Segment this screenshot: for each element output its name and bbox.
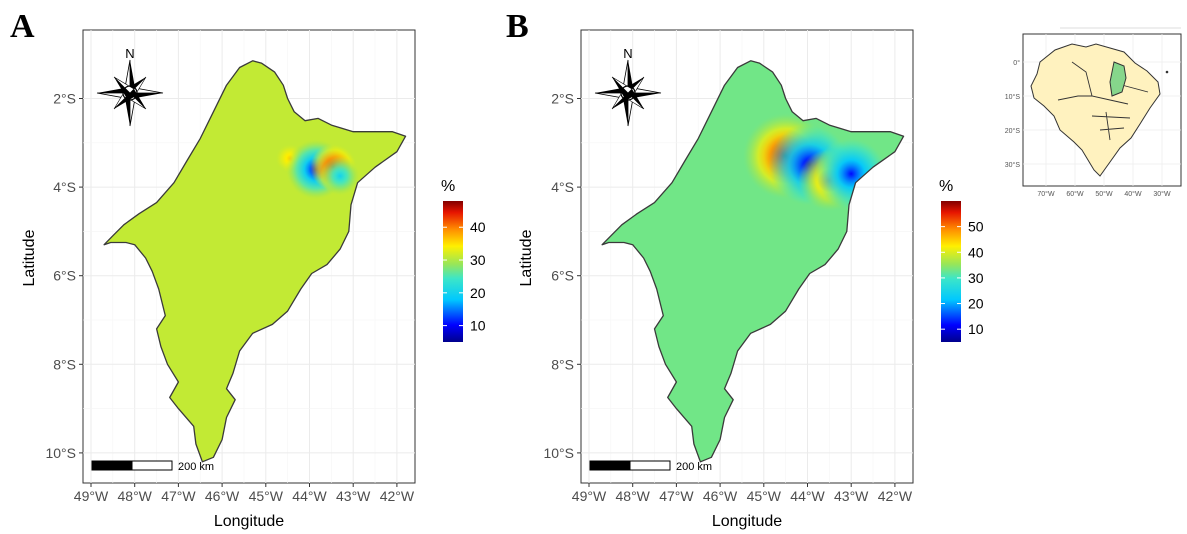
state-boundary bbox=[103, 60, 407, 463]
x-tick-label: 47°W bbox=[659, 488, 694, 504]
inset-y-tick: 10°S bbox=[1005, 93, 1021, 101]
x-tick-label: 43°W bbox=[834, 488, 869, 504]
legend-tick-label: 10 bbox=[968, 321, 984, 337]
island-dot bbox=[1165, 70, 1169, 74]
panel-b-x-axis-title: Longitude bbox=[712, 513, 782, 530]
north-label: N bbox=[623, 46, 632, 61]
x-tick-label: 45°W bbox=[249, 488, 284, 504]
panel-b-legend: % 10 20 30 40 50 bbox=[939, 178, 984, 342]
panel-b-ticks: 49°W 48°W 47°W 46°W 45°W 44°W 43°W 42°W 2°S 4°S 6°… bbox=[543, 91, 912, 505]
state-borders bbox=[1057, 61, 1149, 141]
legend-title: % bbox=[441, 178, 455, 195]
legend-tick-label: 40 bbox=[470, 219, 486, 235]
inset-x-tick: 50°W bbox=[1095, 190, 1113, 198]
y-tick-label: 2°S bbox=[551, 91, 574, 107]
legend-tick-label: 50 bbox=[968, 219, 984, 235]
y-tick-label: 8°S bbox=[53, 356, 76, 372]
x-tick-label: 44°W bbox=[790, 488, 825, 504]
legend-tick-label: 20 bbox=[470, 285, 486, 301]
scale-bar-label: 200 km bbox=[178, 461, 214, 473]
legend-tick-label: 30 bbox=[470, 252, 486, 268]
hotspot-layer bbox=[275, 138, 360, 201]
y-tick-label: 6°S bbox=[53, 268, 76, 284]
y-tick-label: 6°S bbox=[551, 268, 574, 284]
panel-a-x-axis-title: Longitude bbox=[214, 513, 284, 530]
y-tick-label: 4°S bbox=[551, 179, 574, 195]
x-tick-label: 46°W bbox=[703, 488, 738, 504]
x-tick-label: 47°W bbox=[161, 488, 196, 504]
x-tick-label: 46°W bbox=[205, 488, 240, 504]
legend-tick-label: 30 bbox=[968, 270, 984, 286]
panel-a-ticks: 49°W 48°W 47°W 46°W 45°W 44°W 43°W 42°W 2°S 4°S 6°… bbox=[45, 91, 414, 505]
inset-y-tick: 30°S bbox=[1005, 161, 1021, 169]
y-tick-label: 2°S bbox=[53, 91, 76, 107]
hotspot bbox=[320, 156, 360, 196]
panel-b: B 49°W 48°W 47°W 46°W 45°W 44°W 43°W 42°W 2°S 4°S… bbox=[506, 8, 984, 530]
inset-x-tick: 30°W bbox=[1153, 190, 1171, 198]
state-boundary bbox=[601, 60, 905, 463]
x-tick-label: 45°W bbox=[747, 488, 782, 504]
x-tick-label: 49°W bbox=[74, 488, 109, 504]
panel-b-scale-bar: 200 km bbox=[589, 460, 712, 473]
panel-a-y-axis-title: Latitude bbox=[21, 229, 38, 286]
panel-a-letter: A bbox=[10, 8, 35, 45]
maranhao-highlight bbox=[1109, 61, 1127, 97]
panel-b-map-layer bbox=[601, 60, 905, 463]
brazil-outline bbox=[1030, 43, 1161, 177]
y-tick-label: 8°S bbox=[551, 356, 574, 372]
y-tick-label: 4°S bbox=[53, 179, 76, 195]
x-tick-label: 48°W bbox=[616, 488, 651, 504]
legend-colorbar bbox=[443, 201, 463, 342]
inset-x-tick: 70°W bbox=[1037, 190, 1055, 198]
panel-a-map-layer bbox=[103, 60, 407, 463]
panel-b-letter: B bbox=[506, 8, 529, 45]
panel-a: A 49°W 48°W 47°W 46°W 45°W 44°W 43°W 42°W 2°S 4°S… bbox=[10, 8, 486, 530]
x-tick-label: 42°W bbox=[380, 488, 415, 504]
inset-y-tick: 20°S bbox=[1005, 127, 1021, 135]
legend-title: % bbox=[939, 178, 953, 195]
panel-b-y-axis-title: Latitude bbox=[518, 229, 535, 286]
panel-b-north-arrow: N bbox=[594, 46, 662, 127]
inset-x-tick: 60°W bbox=[1066, 190, 1084, 198]
legend-tick-label: 40 bbox=[968, 244, 984, 260]
y-tick-label: 10°S bbox=[543, 445, 574, 461]
y-tick-label: 10°S bbox=[45, 445, 76, 461]
inset-y-tick: 0° bbox=[1013, 59, 1020, 67]
brazil-inset-map: 70°W 60°W 50°W 40°W 30°W 0° 10°S 20°S 30°S bbox=[1005, 27, 1182, 198]
panel-a-scale-bar: 200 km bbox=[91, 460, 214, 473]
x-tick-label: 43°W bbox=[336, 488, 371, 504]
legend-tick-label: 20 bbox=[968, 296, 984, 312]
hotspot-layer bbox=[741, 112, 888, 212]
x-tick-label: 44°W bbox=[292, 488, 327, 504]
inset-x-tick: 40°W bbox=[1124, 190, 1142, 198]
legend-tick-label: 10 bbox=[470, 318, 486, 334]
panel-a-north-arrow: N bbox=[96, 46, 164, 127]
north-label: N bbox=[125, 46, 134, 61]
legend-colorbar bbox=[941, 201, 961, 342]
x-tick-label: 49°W bbox=[572, 488, 607, 504]
x-tick-label: 42°W bbox=[878, 488, 913, 504]
x-tick-label: 48°W bbox=[118, 488, 153, 504]
scale-bar-label: 200 km bbox=[676, 461, 712, 473]
panel-a-legend: % 10 20 30 40 bbox=[441, 178, 486, 342]
